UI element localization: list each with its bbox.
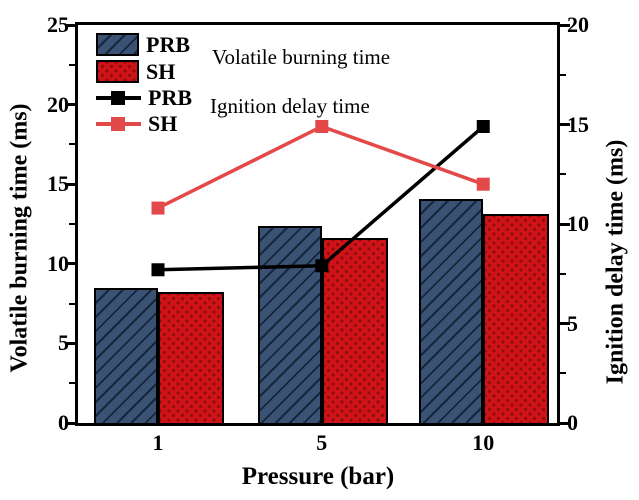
y-left-tick <box>69 382 75 385</box>
x-tick-label-5: 5 <box>316 430 328 455</box>
y-left-tick <box>65 262 75 266</box>
y-left-tick-label: 25 <box>47 12 69 37</box>
y-left-tick <box>69 302 75 305</box>
y-left-tick-label: 15 <box>47 171 69 197</box>
legend-row-line-prb: PRB <box>96 86 192 109</box>
marker-prb-10 <box>476 119 490 133</box>
marker-sh-1 <box>151 201 165 215</box>
y-right-tick <box>560 372 566 375</box>
annotation-volatile-burning-time: Volatile burning time <box>212 45 391 69</box>
legend-swatch-prb-bar <box>96 33 139 56</box>
marker-prb-5 <box>315 259 329 273</box>
y-right-tick <box>560 322 570 325</box>
y-left-tick <box>65 421 75 425</box>
line-sh <box>157 124 484 210</box>
y-right-tick-label: 0 <box>567 410 578 435</box>
y-right-tick <box>560 421 570 425</box>
legend-prb-line-marker <box>111 90 125 105</box>
legend: PRB SH PRB SH <box>96 33 356 145</box>
legend-row-bar-prb: PRB <box>96 33 190 56</box>
legend-row-line-sh: SH <box>96 112 177 135</box>
bar-sh-10 <box>483 214 550 423</box>
y-left-tick <box>65 23 75 27</box>
x-axis-title: Pressure (bar) <box>241 463 395 490</box>
legend-label-sh-line: SH <box>148 111 178 136</box>
line-prb <box>157 125 485 272</box>
marker-prb-1 <box>151 263 165 277</box>
legend-label-prb-line: PRB <box>148 85 192 110</box>
legend-label-sh-bar: SH <box>146 59 176 84</box>
y-right-tick <box>560 23 570 27</box>
marker-sh-10 <box>476 177 490 191</box>
x-tick-label-10: 10 <box>472 430 495 455</box>
bar-prb-1 <box>93 288 158 423</box>
y-right-tick-label: 20 <box>567 12 589 37</box>
y-right-tick <box>560 272 566 275</box>
y-right-tick <box>560 222 570 226</box>
lines-overlay <box>151 119 490 277</box>
bar-sh-1 <box>157 292 224 423</box>
x-tick-label-1: 1 <box>152 430 164 455</box>
bar-sh-5 <box>321 238 388 423</box>
bar-prb-5 <box>257 226 322 423</box>
y-left-tick <box>65 182 75 186</box>
y-right-tick-label: 10 <box>567 211 589 236</box>
y-left-tick <box>69 223 75 225</box>
legend-sh-line-marker <box>111 116 125 131</box>
y-right-tick-label: 5 <box>567 310 578 336</box>
y-left-axis-title: Volatile burning time (ms) <box>6 103 33 373</box>
y-left-tick-label: 0 <box>58 410 69 435</box>
annotation-ignition-delay-time: Ignition delay time <box>210 94 370 118</box>
legend-row-bar-sh: SH <box>96 60 175 83</box>
y-right-axis-title: Ignition delay time (ms) <box>602 139 629 385</box>
y-left-tick-label: 20 <box>47 91 69 117</box>
marker-sh-5 <box>315 119 329 133</box>
legend-swatch-sh-bar <box>96 60 139 83</box>
y-right-tick <box>560 123 570 126</box>
y-left-tick-label: 10 <box>47 250 69 276</box>
bar-prb-10 <box>419 199 484 423</box>
y-left-tick <box>65 341 75 345</box>
y-right-tick <box>560 173 566 176</box>
y-left-tick <box>69 63 75 66</box>
plot-area: Volatile burning time Ignition delay tim… <box>47 14 589 454</box>
y-left-tick <box>65 103 75 107</box>
y-left-tick <box>69 143 75 146</box>
y-left-tick-label: 5 <box>58 330 69 356</box>
legend-swatch-sh-line <box>96 114 141 134</box>
legend-label-prb-bar: PRB <box>146 32 190 57</box>
legend-swatch-prb-line <box>96 88 141 108</box>
y-right-tick-label: 15 <box>567 111 589 137</box>
y-right-tick <box>560 73 566 76</box>
